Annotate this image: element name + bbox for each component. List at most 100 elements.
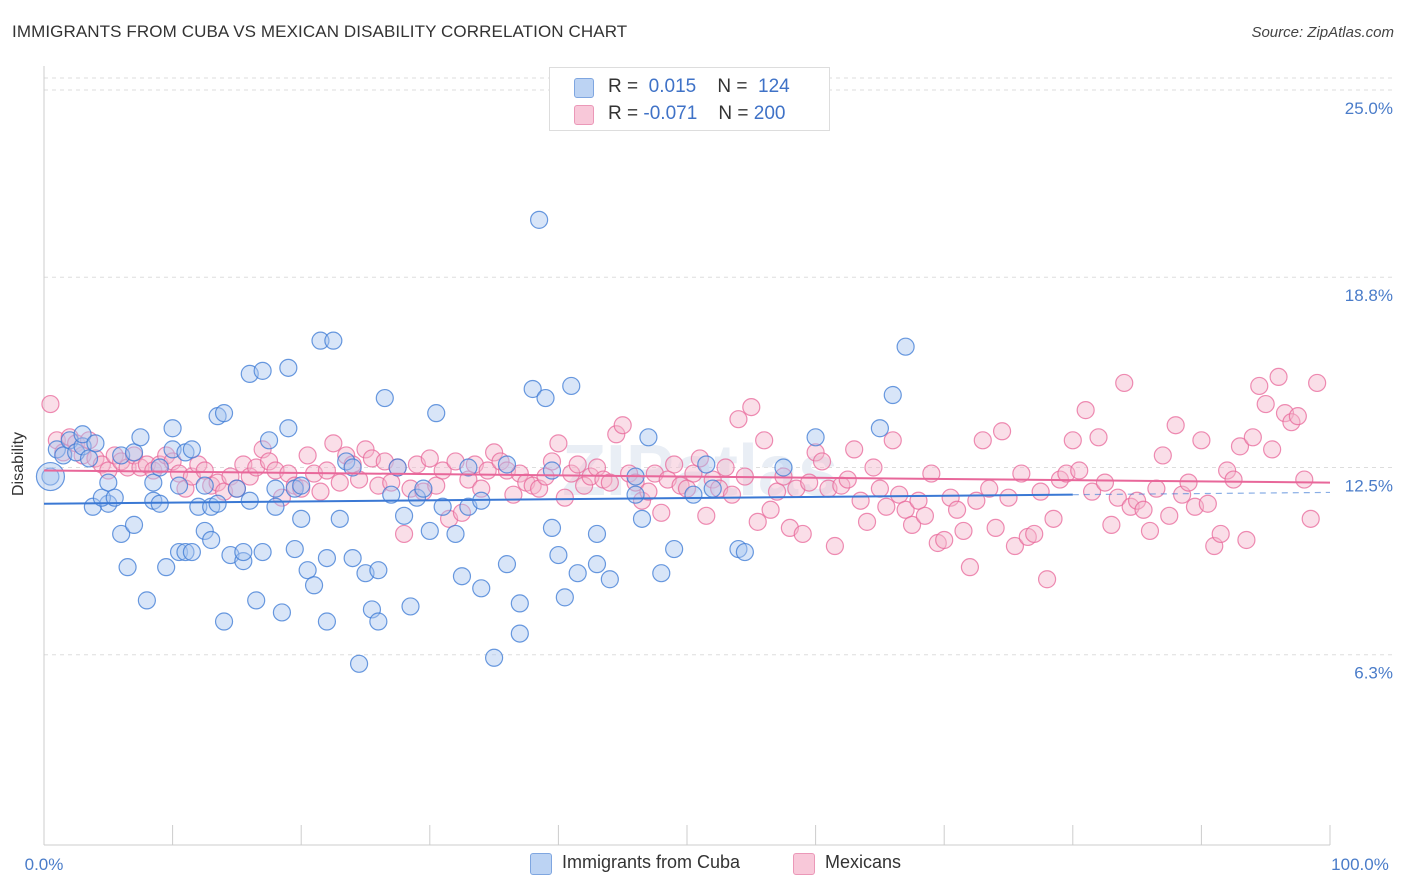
- data-point: [375, 388, 394, 408]
- legend-n-value: 124: [758, 76, 790, 97]
- data-point: [279, 419, 298, 438]
- data-point: [1269, 367, 1288, 386]
- data-point: [600, 570, 619, 589]
- data-point: [864, 458, 883, 477]
- data-point: [304, 576, 324, 595]
- data-point: [684, 485, 703, 504]
- data-point: [1301, 509, 1320, 528]
- data-point: [343, 458, 362, 477]
- data-point: [530, 210, 549, 229]
- y-tick-label: 18.8%: [1345, 286, 1393, 305]
- data-point: [497, 455, 517, 474]
- data-point: [182, 542, 201, 562]
- chart-title: IMMIGRANTS FROM CUBA VS MEXICAN DISABILI…: [12, 22, 628, 41]
- data-point: [877, 497, 896, 516]
- data-point: [735, 542, 754, 562]
- swatch-cuba: [530, 853, 552, 875]
- data-point: [587, 555, 607, 574]
- data-point: [388, 458, 407, 477]
- data-point: [73, 425, 92, 444]
- data-point: [394, 524, 414, 544]
- data-point: [407, 488, 427, 507]
- data-point: [99, 473, 118, 492]
- data-point: [285, 539, 304, 559]
- data-point: [1160, 506, 1179, 525]
- data-point: [1089, 428, 1108, 447]
- data-point: [684, 464, 703, 483]
- data-point: [947, 500, 967, 519]
- legend-swatch-mexicans: [574, 105, 594, 125]
- data-point: [954, 521, 973, 541]
- data-point: [382, 485, 401, 504]
- data-point: [883, 385, 902, 405]
- data-point: [298, 561, 317, 580]
- data-point: [999, 488, 1018, 507]
- data-point: [652, 564, 671, 583]
- data-point: [806, 443, 825, 462]
- data-point: [1166, 416, 1185, 435]
- data-point: [163, 419, 182, 438]
- data-point: [902, 515, 922, 534]
- trend-lines: [43, 469, 1331, 505]
- data-point: [1102, 515, 1121, 534]
- legend-label-cuba: Immigrants from Cuba: [562, 852, 741, 872]
- data-point: [1153, 446, 1172, 465]
- data-point: [79, 449, 99, 468]
- swatch-mexicans: [793, 853, 815, 875]
- data-point: [729, 410, 748, 429]
- series-legend: Immigrants from Cuba Mexicans: [0, 852, 1406, 878]
- data-point: [697, 506, 716, 525]
- data-point: [1192, 431, 1211, 450]
- data-point: [253, 361, 272, 380]
- data-point: [1295, 470, 1314, 489]
- data-point: [195, 476, 214, 495]
- data-point: [542, 518, 562, 538]
- data-point: [857, 512, 877, 531]
- data-point: [330, 473, 349, 492]
- data-point: [896, 500, 915, 519]
- data-point: [472, 579, 491, 598]
- data-point: [1256, 394, 1275, 414]
- data-point: [182, 440, 201, 459]
- data-point: [311, 482, 330, 501]
- data-point: [812, 452, 832, 471]
- data-point: [960, 558, 980, 577]
- data-point: [369, 561, 388, 580]
- data-point: [845, 440, 864, 459]
- data-point: [317, 461, 337, 480]
- data-point: [433, 497, 452, 516]
- data-point: [92, 488, 111, 507]
- data-point: [124, 515, 144, 534]
- data-point: [266, 479, 285, 498]
- data-point: [1308, 373, 1327, 393]
- data-point: [510, 464, 529, 483]
- data-point: [208, 494, 227, 513]
- y-tick-label: 6.3%: [1354, 664, 1393, 683]
- data-point: [555, 588, 574, 607]
- data-point: [369, 612, 388, 631]
- data-point: [169, 542, 189, 562]
- data-point: [722, 485, 742, 504]
- data-point: [1237, 530, 1256, 550]
- legend-n-label: N =: [718, 103, 749, 124]
- legend-r-label: R =: [608, 103, 639, 124]
- data-point: [311, 331, 330, 350]
- data-point: [986, 518, 1005, 538]
- data-point: [150, 458, 169, 477]
- data-point: [131, 428, 150, 447]
- data-point: [716, 458, 735, 477]
- data-point: [1243, 428, 1262, 447]
- data-point: [324, 331, 343, 350]
- data-point: [420, 521, 439, 541]
- data-point: [169, 476, 189, 495]
- data-point: [510, 594, 529, 613]
- data-point: [549, 545, 568, 565]
- data-point: [279, 358, 298, 377]
- correlation-legend: R = 0.015 N = 124 R = -0.071 N = 200: [549, 67, 830, 131]
- data-point: [1095, 473, 1115, 492]
- data-point: [613, 416, 632, 435]
- data-point: [1263, 440, 1282, 459]
- data-point: [195, 461, 214, 480]
- data-point: [118, 558, 137, 577]
- data-point: [549, 434, 568, 453]
